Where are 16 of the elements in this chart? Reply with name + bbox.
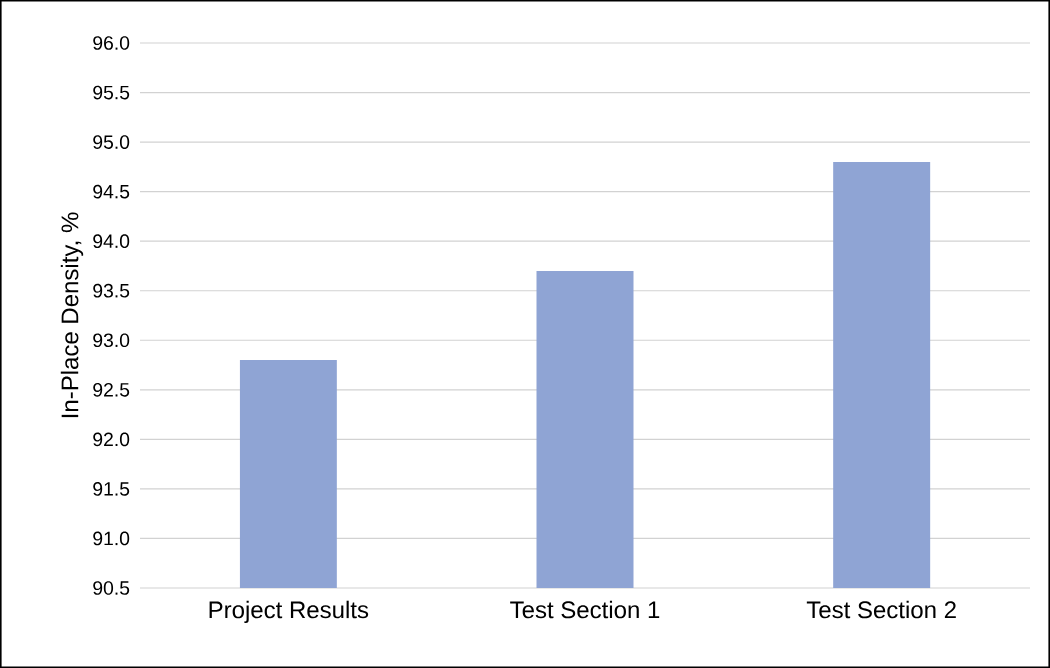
y-tick-label: 95.5 <box>93 85 130 100</box>
y-tick-label: 94.0 <box>93 234 130 249</box>
y-tick-label: 91.5 <box>93 482 130 496</box>
x-tick-label: Test Section 2 <box>806 600 956 619</box>
y-tick-label: 96.0 <box>93 36 130 50</box>
y-tick-label: 92.0 <box>93 432 130 447</box>
y-tick-label: 93.0 <box>93 333 130 348</box>
y-tick-label: 94.5 <box>93 184 130 199</box>
y-tick-label: 93.5 <box>93 283 130 298</box>
y-tick-label: 92.5 <box>93 382 130 397</box>
y-tick-label: 90.5 <box>93 581 130 595</box>
y-tick-label: 91.0 <box>93 531 130 546</box>
y-axis-title: In-Place Density, % <box>60 212 84 418</box>
x-tick-label: Test Section 1 <box>510 600 660 619</box>
x-tick-label: Project Results <box>209 600 369 624</box>
y-tick-label: 95.0 <box>93 135 130 149</box>
